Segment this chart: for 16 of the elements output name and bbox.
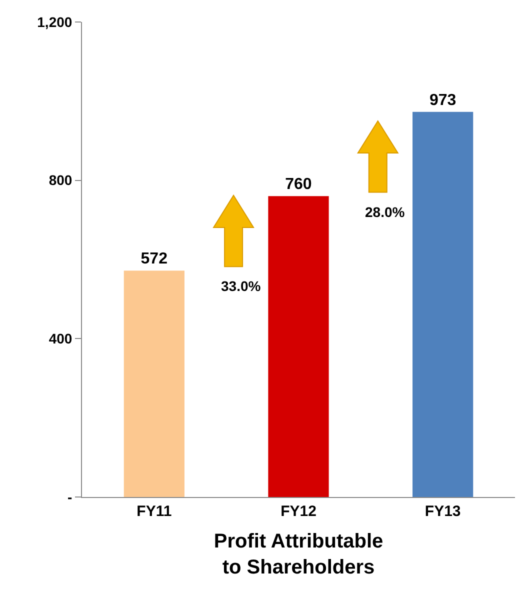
annotation: 33.0% xyxy=(221,278,262,294)
bar xyxy=(124,270,184,497)
data-label: 760 xyxy=(285,176,312,194)
y-tick-label: - xyxy=(68,488,73,505)
bar xyxy=(412,112,474,497)
x-tick-label: FY11 xyxy=(136,503,172,520)
bar xyxy=(268,196,329,497)
y-tick-label: 400 xyxy=(48,330,72,347)
annotation: 28.0% xyxy=(365,204,406,220)
x-tick-label: FY13 xyxy=(424,503,461,520)
x-axis-title: Profit Attributable to Shareholders xyxy=(214,530,384,578)
y-tick-label: 1,200 xyxy=(37,14,72,30)
x-tick-label: FY12 xyxy=(280,503,316,520)
data-label: 973 xyxy=(429,92,456,109)
data-label: 572 xyxy=(140,250,168,268)
y-tick-label: 800 xyxy=(48,172,72,188)
